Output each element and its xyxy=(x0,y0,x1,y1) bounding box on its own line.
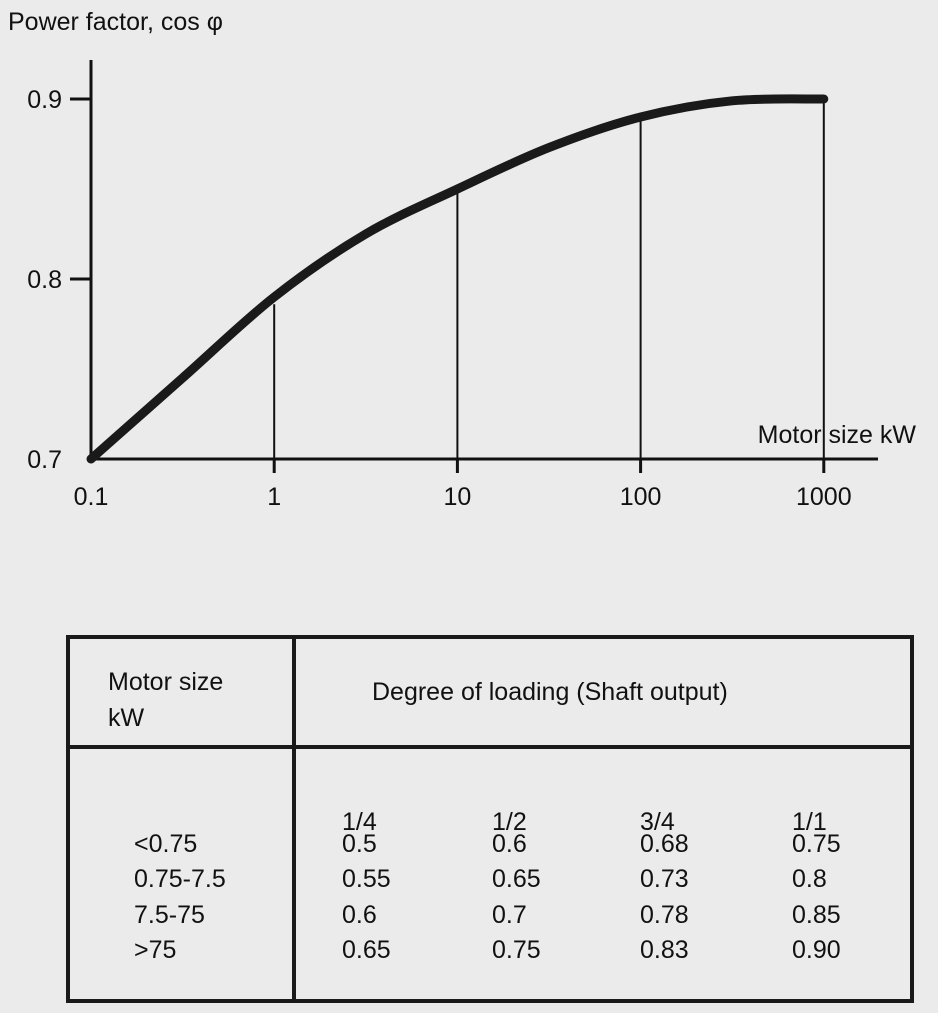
x-tick-label: 1000 xyxy=(796,483,852,511)
column-divider xyxy=(292,639,296,999)
row-motor-size: >75 xyxy=(134,936,177,964)
y-tick-label: 0.7 xyxy=(27,446,62,474)
column-header: 1/2 xyxy=(492,808,527,836)
header-divider xyxy=(70,745,910,749)
y-axis-label: Power factor, cos φ xyxy=(8,8,223,36)
power-factor-curve xyxy=(86,94,829,464)
table-cell: 0.75 xyxy=(792,830,841,858)
x-tick-label: 0.1 xyxy=(74,483,109,511)
power-factor-chart: Power factor, cos φ Motor size kW 0.1 1 10… xyxy=(8,8,917,511)
table-cell: 0.65 xyxy=(492,865,541,893)
table-cell: 0.75 xyxy=(492,936,541,964)
table-cell: 0.73 xyxy=(640,865,689,893)
header-degree-of-loading: Degree of loading (Shaft output) xyxy=(372,678,728,706)
table-cell: 0.90 xyxy=(792,936,841,964)
header-motor-unit: kW xyxy=(108,704,145,732)
table-cell: 0.83 xyxy=(640,936,689,964)
table-cell: 0.7 xyxy=(492,901,527,929)
table-cell: 0.68 xyxy=(640,830,689,858)
table-cell: 0.65 xyxy=(342,936,391,964)
y-tick-label: 0.8 xyxy=(27,266,62,294)
x-tick-label: 100 xyxy=(620,483,662,511)
table-cell: 0.6 xyxy=(342,901,377,929)
x-axis-label: Motor size kW xyxy=(758,421,917,449)
y-tick-label: 0.9 xyxy=(27,86,62,114)
table-cell: 0.85 xyxy=(792,901,841,929)
column-header: 3/4 xyxy=(640,808,675,836)
table-cell: 0.55 xyxy=(342,865,391,893)
row-motor-size: <0.75 xyxy=(134,830,198,858)
x-tick-label: 10 xyxy=(443,483,471,511)
x-tick-label: 1 xyxy=(267,483,281,511)
column-header: 1/1 xyxy=(792,808,827,836)
table-cell: 0.8 xyxy=(792,865,827,893)
table-cell: 0.78 xyxy=(640,901,689,929)
power-factor-table: Motor size kW Degree of loading (Shaft o… xyxy=(66,635,914,1003)
table-cell: 0.5 xyxy=(342,830,377,858)
row-motor-size: 0.75-7.5 xyxy=(134,865,226,893)
column-header: 1/4 xyxy=(342,808,377,836)
row-motor-size: 7.5-75 xyxy=(134,901,205,929)
table-cell: 0.6 xyxy=(492,830,527,858)
header-motor-size: Motor size xyxy=(108,668,224,696)
